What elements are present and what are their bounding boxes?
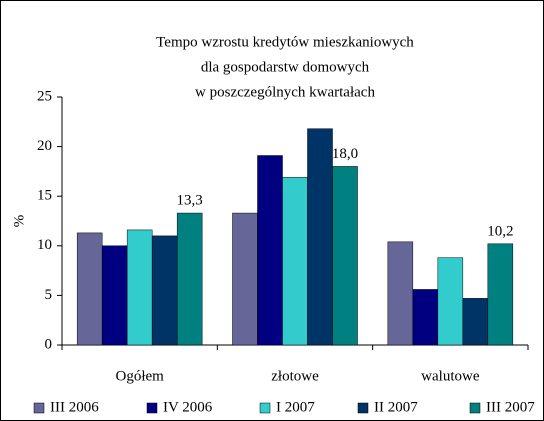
bar: [101, 245, 128, 346]
bar: [126, 229, 153, 346]
bar: [437, 257, 464, 346]
bar: [462, 298, 489, 346]
legend-label: IV 2006: [163, 399, 213, 415]
chart-title: dla gospodarstw domowych: [201, 59, 370, 75]
bar: [232, 212, 258, 346]
bar: [76, 232, 103, 346]
legend-label: III 2007: [486, 399, 535, 415]
legend-swatch: [146, 402, 158, 414]
y-tick-label: 0: [45, 336, 53, 352]
legend-swatch: [357, 402, 369, 414]
bar: [412, 289, 439, 346]
bar: [332, 166, 358, 346]
chart-title: Tempo wzrostu kredytów mieszkaniowych: [156, 34, 414, 50]
bar: [487, 243, 514, 346]
x-tick-label: Ogółem: [116, 368, 165, 384]
legend-label: III 2006: [50, 399, 99, 415]
legend-label: II 2007: [374, 399, 418, 415]
legend-swatch: [469, 402, 481, 414]
bar: [307, 128, 333, 346]
bar: [151, 235, 178, 346]
bar: [282, 177, 308, 346]
data-label: 10,2: [487, 223, 513, 239]
y-axis-label: %: [11, 215, 27, 228]
y-tick-label: 15: [37, 188, 52, 204]
x-tick-label: złotowe: [271, 368, 319, 384]
y-tick-label: 5: [45, 287, 53, 303]
data-label: 18,0: [332, 146, 358, 162]
bar: [257, 155, 283, 346]
bar: [387, 241, 414, 346]
legend-swatch: [259, 402, 271, 414]
bar: [176, 212, 203, 346]
legend-label: I 2007: [276, 399, 315, 415]
y-tick-label: 25: [37, 88, 52, 104]
y-tick-label: 10: [37, 237, 52, 253]
y-tick-label: 20: [37, 138, 52, 154]
data-label: 13,3: [177, 193, 203, 209]
legend-swatch: [33, 402, 45, 414]
x-tick-label: walutowe: [421, 368, 480, 384]
chart-title: w poszczególnych kwartałach: [195, 84, 375, 100]
